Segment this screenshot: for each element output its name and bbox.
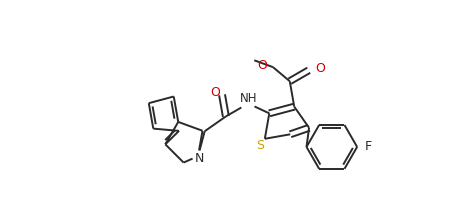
Text: F: F	[365, 140, 372, 153]
Text: O: O	[316, 62, 326, 75]
Text: O: O	[257, 59, 267, 72]
Text: S: S	[256, 139, 264, 152]
Text: NH: NH	[239, 92, 257, 105]
Text: N: N	[194, 152, 204, 165]
Text: O: O	[210, 86, 220, 99]
